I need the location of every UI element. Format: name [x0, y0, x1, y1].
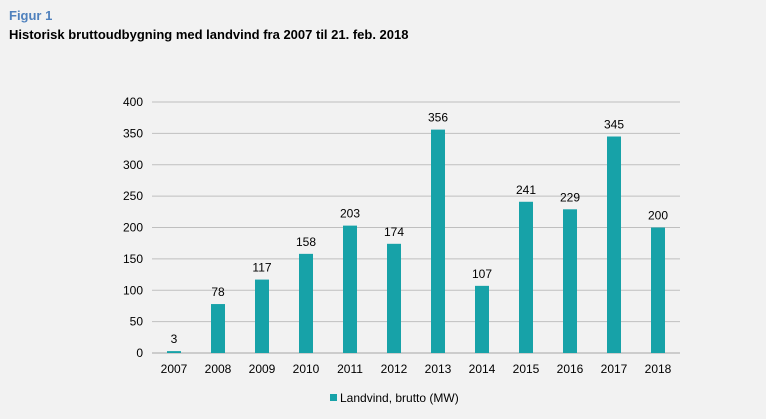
y-tick-label: 350 [123, 126, 143, 140]
data-label: 117 [252, 261, 271, 275]
data-label: 174 [384, 225, 404, 239]
bar [563, 209, 577, 353]
y-tick-label: 300 [123, 158, 143, 172]
bar [343, 225, 357, 353]
y-tick-label: 250 [123, 189, 143, 203]
chart-title: Historisk bruttoudbygning med landvind f… [9, 27, 409, 42]
y-tick-label: 150 [123, 252, 143, 266]
x-tick-label: 2008 [205, 362, 232, 376]
data-label: 107 [472, 267, 492, 281]
bar [431, 129, 445, 353]
bar [607, 136, 621, 353]
data-label: 158 [296, 235, 316, 249]
legend-swatch [330, 394, 337, 401]
bar [475, 285, 489, 353]
bar [387, 243, 401, 353]
x-tick-label: 2017 [601, 362, 628, 376]
data-label: 356 [428, 111, 448, 125]
y-tick-label: 50 [130, 315, 144, 329]
x-tick-label: 2018 [645, 362, 672, 376]
data-label: 229 [560, 190, 580, 204]
y-tick-label: 0 [136, 346, 143, 360]
x-tick-label: 2007 [161, 362, 188, 376]
bar [167, 351, 181, 353]
y-tick-label: 400 [123, 95, 143, 109]
bar [651, 227, 665, 353]
data-label: 345 [604, 118, 624, 132]
data-label: 3 [171, 332, 178, 346]
figure-label: Figur 1 [9, 8, 53, 23]
data-label: 203 [340, 207, 360, 221]
data-label: 241 [516, 183, 536, 197]
y-tick-label: 100 [123, 283, 143, 297]
x-tick-label: 2015 [513, 362, 540, 376]
x-tick-label: 2011 [337, 362, 363, 376]
bar [211, 304, 225, 353]
x-tick-label: 2013 [425, 362, 452, 376]
data-label: 200 [648, 209, 668, 223]
bar [519, 201, 533, 353]
data-label: 78 [211, 285, 225, 299]
bar [299, 253, 313, 353]
x-tick-label: 2016 [557, 362, 584, 376]
x-tick-label: 2009 [249, 362, 276, 376]
bar [255, 279, 269, 353]
x-tick-label: 2012 [381, 362, 408, 376]
x-tick-label: 2010 [293, 362, 320, 376]
x-tick-label: 2014 [469, 362, 496, 376]
legend-label: Landvind, brutto (MW) [340, 391, 459, 405]
y-tick-label: 200 [123, 221, 143, 235]
